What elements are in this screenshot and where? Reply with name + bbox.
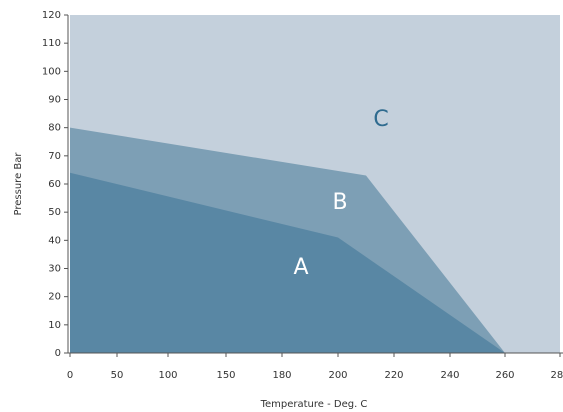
x-axis-title: Temperature - Deg. C [260,399,368,410]
y-tick-label: 90 [48,95,61,106]
region-label: B [332,190,347,215]
x-tick-label: 100 [158,370,177,381]
y-tick-label: 110 [42,38,61,49]
y-tick-label: 70 [48,151,61,162]
y-tick-label: 100 [42,66,61,77]
x-tick-label: 180 [272,370,291,381]
region-label: C [373,107,388,132]
y-tick-label: 60 [48,179,61,190]
x-tick-label: 150 [216,370,235,381]
area [70,172,505,353]
y-tick-label: 10 [48,320,61,331]
x-tick-label: 200 [328,370,347,381]
y-tick-label: 50 [48,207,61,218]
region-label: A [293,255,308,280]
y-tick-label: 80 [48,123,61,134]
x-tick-label: 220 [384,370,403,381]
y-axis-title: Pressure Bar [13,152,24,216]
x-tick-label: 0 [67,370,73,381]
y-tick-label: 0 [55,348,61,359]
y-tick-label: 120 [42,10,61,21]
y-tick-label: 30 [48,264,61,275]
y-tick-label: 40 [48,235,61,246]
x-tick-label: 240 [440,370,459,381]
x-tick-label: 50 [111,370,124,381]
x-tick-label: 280 [550,370,563,381]
x-tick-label: 260 [495,370,514,381]
y-tick-label: 20 [48,292,61,303]
